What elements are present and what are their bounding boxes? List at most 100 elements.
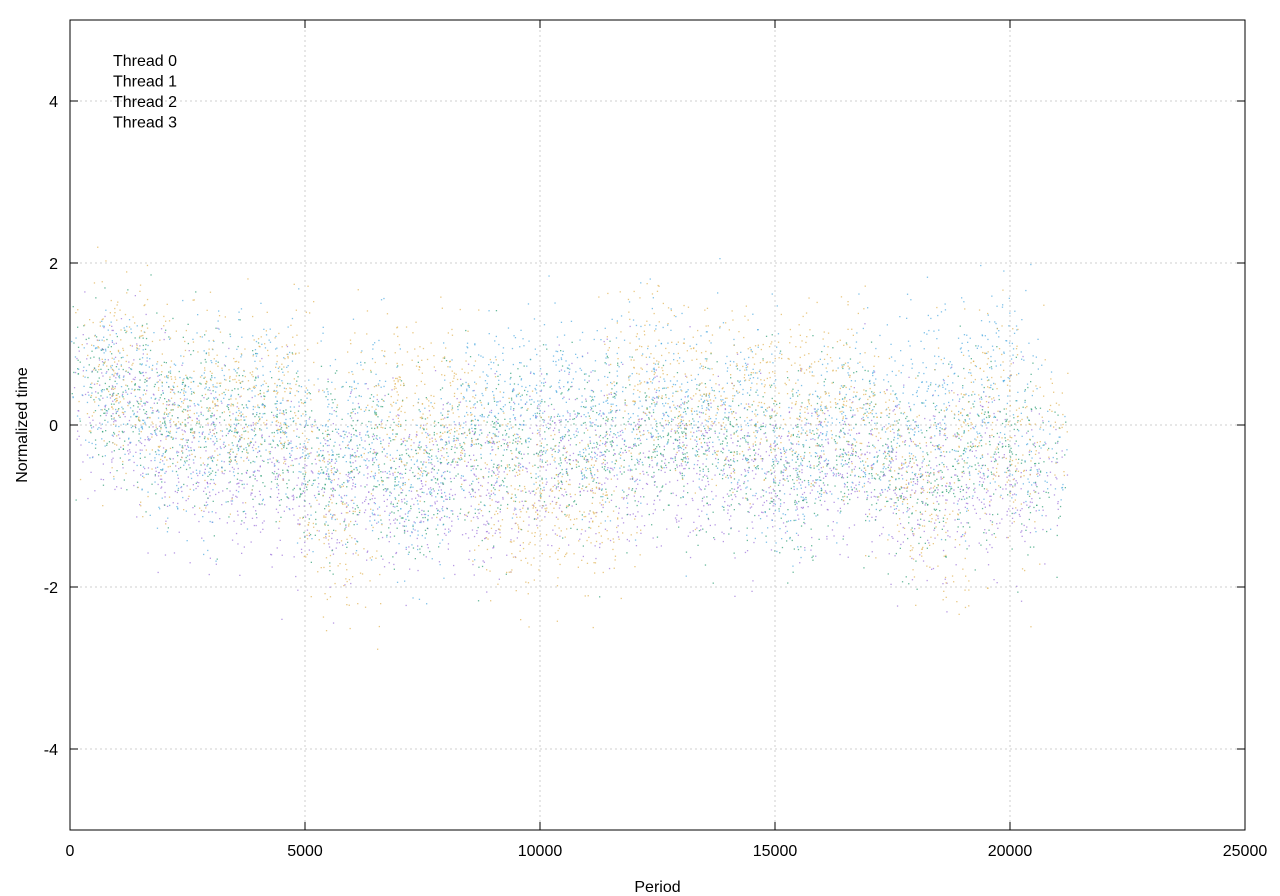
data-point <box>486 310 548 531</box>
data-point <box>181 327 241 524</box>
data-point <box>581 340 640 598</box>
data-point <box>628 283 688 462</box>
data-point <box>768 297 827 488</box>
data-point <box>393 326 453 519</box>
data-point <box>510 390 571 622</box>
grid-lines <box>70 20 1245 830</box>
data-point <box>134 295 196 564</box>
series-1-points <box>71 274 1067 602</box>
data-point <box>675 375 736 559</box>
data-point <box>887 409 947 558</box>
data-point <box>204 278 266 504</box>
data-point <box>534 429 595 587</box>
data-point <box>839 341 901 575</box>
data-point <box>350 362 407 537</box>
data-point <box>90 329 148 472</box>
legend-entry-thread-3: Thread 3 <box>113 115 177 132</box>
legend-entry-thread-0: Thread 0 <box>113 53 177 70</box>
data-point <box>75 307 124 507</box>
data-point <box>136 355 196 529</box>
data-point <box>933 342 991 542</box>
data-point <box>276 301 336 523</box>
data-point <box>816 285 876 471</box>
data-point <box>464 421 525 593</box>
legend: Thread 0 Thread 1 Thread 2 Thread 3 <box>113 53 177 132</box>
data-point <box>1008 355 1069 587</box>
data-point <box>394 370 453 570</box>
data-point <box>864 384 924 607</box>
data-points <box>71 246 1069 650</box>
data-point <box>416 363 477 576</box>
data-point <box>675 310 735 531</box>
data-point <box>842 346 901 515</box>
y-tick-label: 0 <box>49 418 58 435</box>
data-point <box>745 389 805 567</box>
data-point <box>933 380 993 580</box>
x-tick-label: 10000 <box>518 843 563 860</box>
data-point <box>134 317 196 507</box>
data-point <box>980 263 1039 475</box>
x-tick-label: 0 <box>66 843 75 860</box>
data-point <box>510 348 570 516</box>
x-tick-label: 15000 <box>753 843 798 860</box>
data-point <box>464 391 524 592</box>
data-point <box>111 303 172 503</box>
data-point <box>909 384 971 558</box>
data-point <box>252 288 310 485</box>
data-point <box>722 305 783 479</box>
data-point <box>651 353 712 553</box>
data-point <box>583 296 642 600</box>
data-point <box>299 365 358 553</box>
data-point <box>322 371 382 548</box>
y-tick-label: -2 <box>44 580 58 597</box>
data-point <box>580 363 642 570</box>
data-point <box>228 345 289 515</box>
data-point <box>983 360 1040 548</box>
data-point <box>981 354 1042 628</box>
data-point <box>393 407 452 599</box>
data-point <box>957 289 1018 509</box>
data-point <box>933 306 994 484</box>
data-point <box>392 360 454 560</box>
legend-entry-thread-1: Thread 1 <box>113 74 177 91</box>
data-point <box>746 342 806 505</box>
data-point <box>557 320 619 481</box>
data-point <box>275 326 336 544</box>
data-point <box>604 278 665 504</box>
x-axis-label: Period <box>634 879 680 896</box>
data-point <box>228 311 289 495</box>
data-point <box>228 333 289 522</box>
data-point <box>71 309 125 459</box>
data-point <box>73 291 125 463</box>
y-tick-label: -4 <box>44 742 58 759</box>
data-point <box>370 427 430 605</box>
y-axis-label: Normalized time <box>14 367 31 483</box>
data-point <box>863 377 924 559</box>
data-point <box>794 312 853 498</box>
x-tick-label: 5000 <box>287 843 323 860</box>
data-point <box>347 377 407 566</box>
data-point <box>181 291 242 560</box>
data-point <box>1009 364 1068 533</box>
data-point <box>557 458 619 629</box>
legend-entry-thread-2: Thread 2 <box>113 94 177 111</box>
data-point <box>674 358 736 584</box>
data-point <box>322 451 383 650</box>
data-point <box>1009 304 1069 501</box>
data-point <box>839 293 899 522</box>
data-point <box>651 304 712 472</box>
data-point <box>886 276 947 465</box>
data-point <box>110 328 171 518</box>
data-point <box>887 375 948 578</box>
data-point <box>722 353 783 551</box>
data-point <box>909 435 970 615</box>
data-point <box>674 335 736 577</box>
data-point <box>346 289 407 483</box>
data-point <box>698 307 759 499</box>
data-point <box>533 336 595 507</box>
data-point <box>771 371 830 559</box>
data-point <box>417 296 477 454</box>
data-point <box>298 404 359 606</box>
